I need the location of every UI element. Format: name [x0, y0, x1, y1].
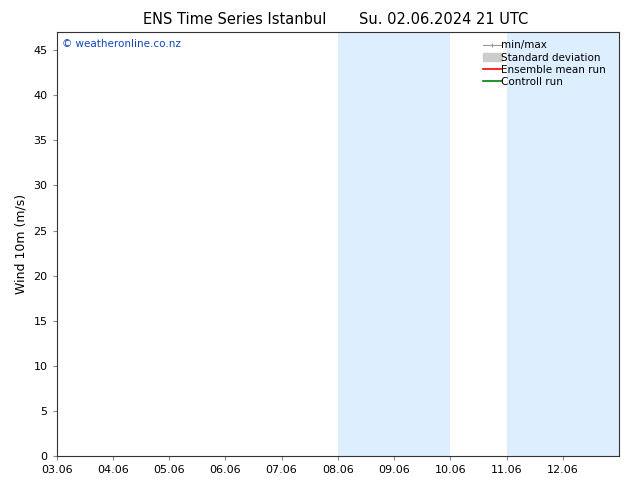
- Legend: min/max, Standard deviation, Ensemble mean run, Controll run: min/max, Standard deviation, Ensemble me…: [480, 37, 614, 90]
- Y-axis label: Wind 10m (m/s): Wind 10m (m/s): [15, 194, 28, 294]
- Bar: [563, 32, 619, 456]
- Text: Su. 02.06.2024 21 UTC: Su. 02.06.2024 21 UTC: [359, 12, 528, 27]
- Text: © weatheronline.co.nz: © weatheronline.co.nz: [62, 39, 181, 49]
- Bar: [394, 32, 450, 456]
- Bar: [338, 32, 394, 456]
- Bar: [507, 32, 563, 456]
- Text: ENS Time Series Istanbul: ENS Time Series Istanbul: [143, 12, 327, 27]
